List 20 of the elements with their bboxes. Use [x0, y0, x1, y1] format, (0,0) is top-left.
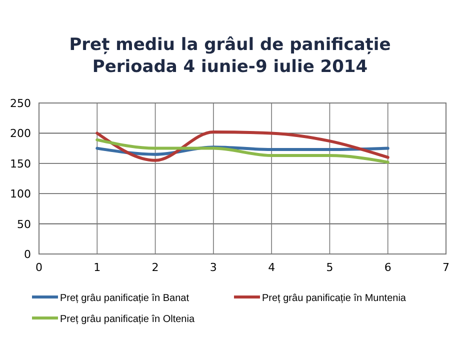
x-tick-label: 4: [268, 261, 276, 274]
x-tick-label: 5: [326, 261, 334, 274]
y-tick-label: 250: [10, 97, 31, 110]
x-tick-label: 6: [384, 261, 392, 274]
legend-label: Preț grâu panificație în Muntenia: [262, 293, 406, 304]
x-tick-label: 1: [94, 261, 101, 274]
legend-label: Preț grâu panificație în Banat: [60, 293, 190, 304]
y-tick-label: 150: [10, 157, 31, 170]
legend-label: Preț grâu panificație în Oltenia: [60, 314, 195, 325]
line-series: [96, 130, 390, 162]
y-tick-label: 100: [10, 188, 31, 201]
chart-title: Preț mediu la grâul de panificație Perioada 4 iunie-9 iulie 2014: [69, 35, 391, 77]
y-tick-label: 0: [24, 248, 31, 261]
x-tick-label: 2: [152, 261, 159, 274]
x-tick-label: 7: [442, 261, 450, 274]
x-tick-label: 0: [36, 261, 42, 274]
line-series: [96, 138, 390, 164]
x-tick-label: 3: [210, 261, 217, 274]
y-tick-label: 50: [17, 218, 31, 231]
y-tick-label: 200: [10, 127, 31, 140]
